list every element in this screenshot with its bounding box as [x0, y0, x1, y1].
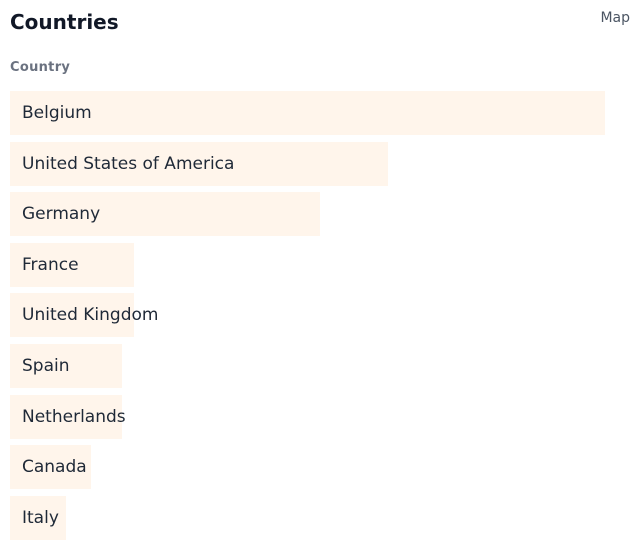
column-header: Country: [10, 60, 71, 75]
country-row[interactable]: Canada: [10, 445, 630, 490]
share-bar: [10, 343, 122, 388]
map-link[interactable]: Map: [600, 10, 630, 26]
country-name: Belgium: [22, 103, 92, 123]
country-name: Canada: [22, 457, 87, 478]
share-bar: [10, 141, 389, 186]
country-list: Belgium United States of America Germany Fr…: [10, 91, 630, 546]
share-bar: [10, 394, 122, 439]
country-row[interactable]: Italy: [10, 495, 630, 540]
share-bar: [10, 293, 134, 338]
country-row[interactable]: France: [10, 242, 630, 287]
country-name: Netherlands: [22, 406, 126, 427]
country-row[interactable]: United States of America: [10, 141, 630, 186]
country-row[interactable]: Netherlands: [10, 394, 630, 439]
country-name: United Kingdom: [22, 305, 159, 326]
country-name: United States of America: [22, 153, 235, 174]
country-row[interactable]: United Kingdom: [10, 293, 630, 338]
country-name: Germany: [22, 204, 101, 225]
panel-title: Countries: [10, 10, 119, 34]
country-row[interactable]: Germany: [10, 192, 630, 237]
share-bar: [10, 445, 91, 490]
share-bar: [10, 192, 320, 237]
share-bar: [10, 495, 66, 540]
country-name: France: [22, 254, 79, 275]
country-row[interactable]: Belgium: [10, 91, 630, 135]
share-bar: [10, 242, 134, 287]
country-name: Spain: [22, 355, 70, 376]
country-row[interactable]: Spain: [10, 343, 630, 388]
share-bar: [10, 91, 606, 135]
country-name: Italy: [22, 507, 59, 528]
